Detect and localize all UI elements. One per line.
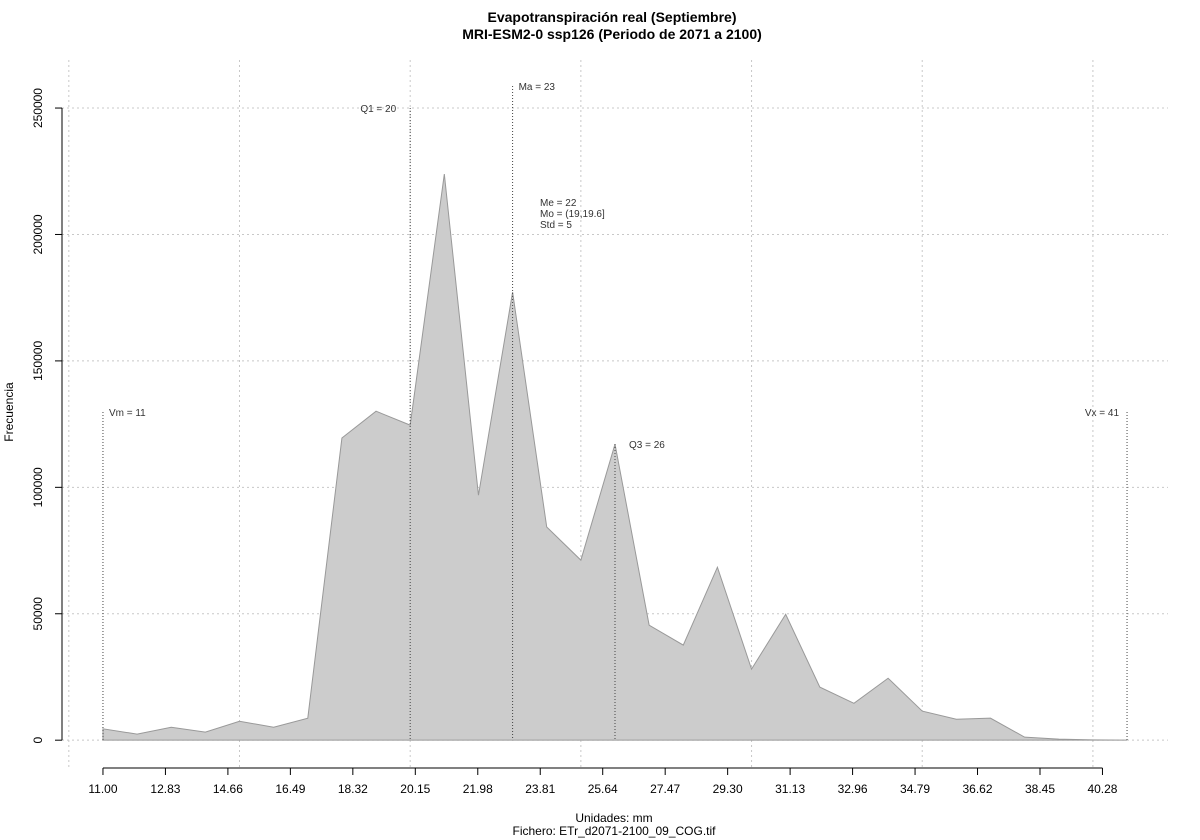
annotation: Vm = 11 <box>109 408 146 419</box>
annotation: Ma = 23 <box>519 82 556 93</box>
y-tick-label: 0 <box>31 737 45 744</box>
x-tick-label: 31.13 <box>775 782 805 796</box>
stat-label: Me = 22 <box>540 198 577 209</box>
annotation: Vx = 41 <box>1085 408 1120 419</box>
y-tick-label: 50000 <box>31 597 45 631</box>
y-tick-label: 200000 <box>31 214 45 254</box>
y-tick-label: 100000 <box>31 467 45 507</box>
caption: Fichero: ETr_d2071-2100_09_COG.tif <box>513 824 717 838</box>
x-tick-label: 36.62 <box>963 782 993 796</box>
x-tick-label: 11.00 <box>88 782 117 796</box>
annotation: Q3 = 26 <box>629 440 665 451</box>
x-tick-label: 23.81 <box>525 782 555 796</box>
x-tick-label: 18.32 <box>338 782 368 796</box>
area <box>102 173 1128 741</box>
x-tick-label: 40.28 <box>1087 782 1117 796</box>
y-tick-label: 250000 <box>31 88 45 128</box>
chart-subtitle: MRI-ESM2-0 ssp126 (Periodo de 2071 a 210… <box>462 26 762 42</box>
y-tick-label: 150000 <box>31 341 45 381</box>
y-axis-label: Frecuencia <box>2 382 16 442</box>
annotation: Q1 = 20 <box>360 104 396 115</box>
x-tick-label: 34.79 <box>900 782 930 796</box>
x-tick-label: 21.98 <box>463 782 493 796</box>
x-tick-label: 27.47 <box>650 782 680 796</box>
x-tick-label: 29.30 <box>713 782 743 796</box>
x-tick-label: 16.49 <box>275 782 305 796</box>
chart-title: Evapotranspiración real (Septiembre) <box>488 9 737 25</box>
stat-label: Std = 5 <box>540 220 572 231</box>
x-tick-label: 12.83 <box>150 782 180 796</box>
stat-label: Mo = (19,19.6] <box>540 209 605 220</box>
x-tick-label: 20.15 <box>400 782 430 796</box>
x-tick-label: 14.66 <box>213 782 243 796</box>
x-tick-label: 38.45 <box>1025 782 1055 796</box>
x-tick-label: 25.64 <box>588 782 618 796</box>
x-tick-label: 32.96 <box>838 782 868 796</box>
x-axis-label: Unidades: mm <box>575 811 652 825</box>
